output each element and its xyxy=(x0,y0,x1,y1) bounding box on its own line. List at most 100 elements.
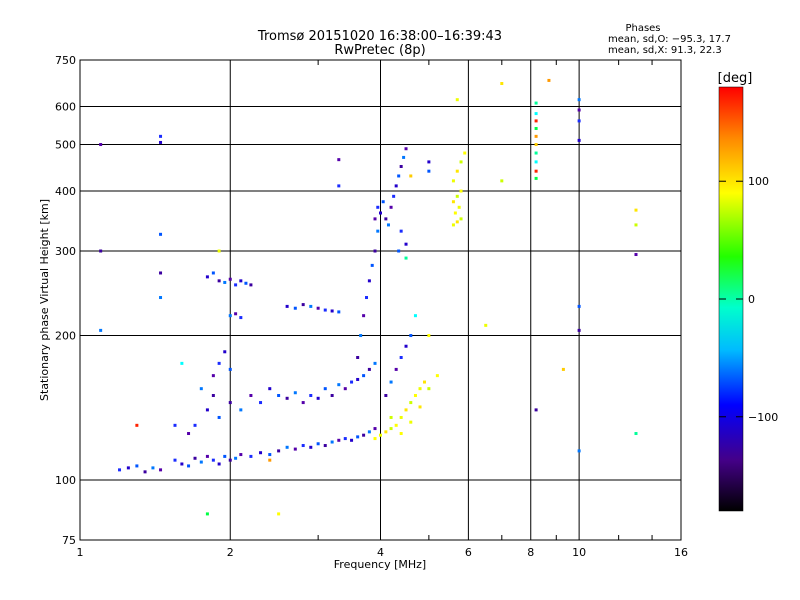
data-point xyxy=(239,408,243,412)
y-tick-label: 75 xyxy=(62,534,76,547)
data-point xyxy=(99,249,103,253)
data-point xyxy=(126,466,130,470)
data-point xyxy=(159,271,163,275)
data-point xyxy=(234,312,238,316)
data-point xyxy=(277,449,281,453)
data-point xyxy=(409,334,413,338)
data-point xyxy=(99,328,103,332)
data-point xyxy=(316,396,320,400)
data-point xyxy=(277,394,281,398)
phase-legend-x: mean, sd,X: 91.3, 22.3 xyxy=(608,45,722,56)
data-point xyxy=(309,445,313,449)
data-point xyxy=(239,279,243,283)
data-point xyxy=(577,108,581,112)
y-tick-label: 750 xyxy=(55,54,76,67)
x-tick-label: 2 xyxy=(227,546,234,559)
data-point xyxy=(427,387,431,391)
data-point xyxy=(285,304,289,308)
data-point xyxy=(399,229,403,233)
data-point xyxy=(534,169,538,173)
data-point xyxy=(159,296,163,300)
data-point xyxy=(392,194,396,198)
data-point xyxy=(534,101,538,105)
data-point xyxy=(362,433,366,437)
data-point xyxy=(268,387,272,391)
data-point xyxy=(159,134,163,138)
data-point xyxy=(199,460,203,464)
data-point xyxy=(451,200,455,204)
data-point xyxy=(239,453,243,457)
colorbar-tick-label: 100 xyxy=(748,175,769,188)
data-point xyxy=(427,334,431,338)
data-point xyxy=(337,158,341,162)
data-point xyxy=(455,169,459,173)
data-point xyxy=(293,447,297,451)
data-point xyxy=(459,217,463,221)
data-point xyxy=(561,367,565,371)
data-point xyxy=(285,445,289,449)
data-point xyxy=(217,249,221,253)
data-point xyxy=(397,249,401,253)
data-point xyxy=(418,405,422,409)
data-point xyxy=(384,394,388,398)
data-point xyxy=(577,119,581,123)
data-point xyxy=(249,454,253,458)
data-point xyxy=(384,217,388,221)
data-point xyxy=(135,464,139,468)
data-point xyxy=(463,151,467,155)
colorbar-tick-label: −100 xyxy=(748,411,778,424)
data-point xyxy=(386,223,390,227)
data-point xyxy=(547,78,551,82)
data-point xyxy=(376,229,380,233)
data-point xyxy=(159,232,163,236)
grid-lines xyxy=(80,60,681,540)
data-point xyxy=(330,394,334,398)
data-point xyxy=(577,98,581,102)
data-point xyxy=(534,143,538,147)
data-point xyxy=(199,387,203,391)
chart-title: Tromsø 20151020 16:38:00–16:39:43 xyxy=(257,29,502,44)
data-point xyxy=(534,112,538,116)
data-point xyxy=(323,387,327,391)
data-point xyxy=(534,408,538,412)
data-point xyxy=(205,512,209,516)
data-point xyxy=(180,361,184,365)
data-point xyxy=(413,314,417,318)
colorbar-label: [deg] xyxy=(718,71,753,86)
data-point xyxy=(409,401,413,405)
data-point xyxy=(384,430,388,434)
data-point xyxy=(373,249,377,253)
data-point xyxy=(427,169,431,173)
data-points xyxy=(99,78,638,516)
data-point xyxy=(404,256,408,260)
data-point xyxy=(389,205,393,209)
data-point xyxy=(451,179,455,183)
data-point xyxy=(397,174,401,178)
colorbar-ticks: 100 0 −100 xyxy=(719,175,778,424)
data-point xyxy=(249,283,253,287)
data-point xyxy=(455,220,459,224)
data-point xyxy=(373,427,377,431)
data-point xyxy=(356,355,360,359)
data-point xyxy=(293,391,297,395)
data-point xyxy=(394,423,398,427)
data-point xyxy=(409,174,413,178)
data-point xyxy=(413,394,417,398)
data-point xyxy=(259,451,263,455)
data-point xyxy=(373,217,377,221)
x-tick-label: 10 xyxy=(572,546,586,559)
data-point xyxy=(223,350,227,354)
data-point xyxy=(455,98,459,102)
data-point xyxy=(173,423,177,427)
data-point xyxy=(211,458,215,462)
data-point xyxy=(159,140,163,144)
y-tick-label: 400 xyxy=(55,185,76,198)
data-point xyxy=(459,189,463,193)
data-point xyxy=(193,423,197,427)
data-point xyxy=(404,147,408,151)
data-point xyxy=(277,512,281,516)
y-axis-label: Stationary phase Virtual Height [km] xyxy=(38,199,51,401)
data-point xyxy=(211,374,215,378)
data-point xyxy=(217,415,221,419)
